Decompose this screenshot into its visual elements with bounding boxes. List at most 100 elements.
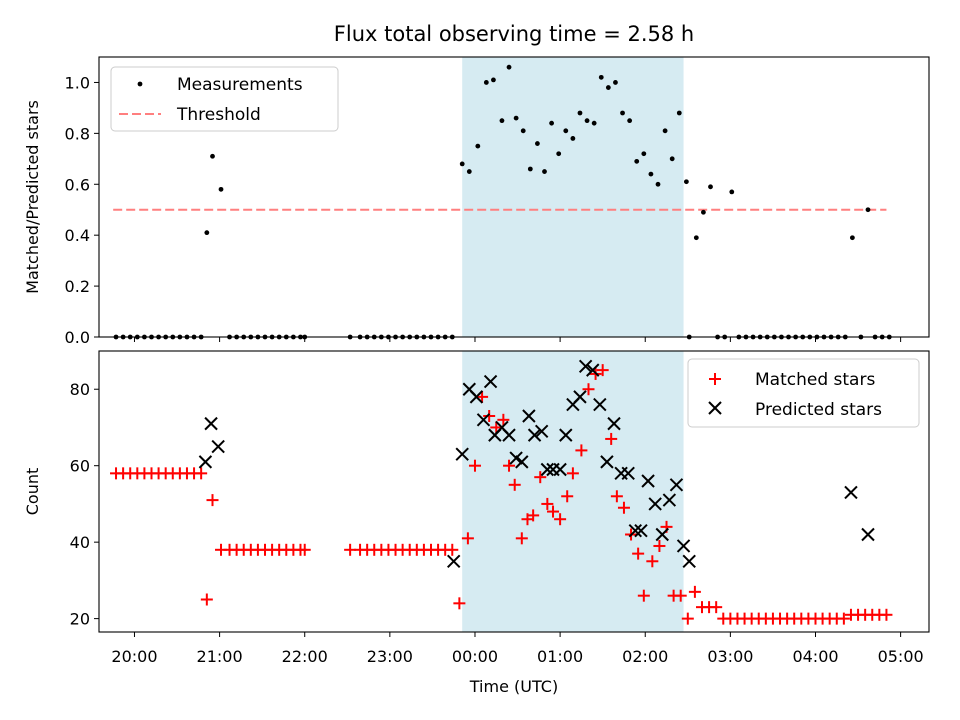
ratio-y-axis-label: Matched/Predicted stars: [23, 100, 42, 294]
predicted-star-point: [455, 447, 469, 461]
measurement-point: [535, 141, 540, 146]
predicted-star-point: [586, 363, 600, 377]
predicted-star-point: [559, 428, 573, 442]
measurement-point: [620, 110, 625, 116]
legend-measurement-marker: [137, 81, 143, 87]
matched-star-point: [534, 471, 547, 484]
measurement-point: [627, 118, 633, 124]
ratio-x-ticks: [133, 337, 902, 342]
predicted-star-point: [578, 359, 593, 373]
predicted-star-point: [502, 428, 516, 442]
y-tick-label: 20: [70, 610, 90, 629]
measurement-point: [865, 207, 871, 213]
matched-star-point: [468, 459, 481, 472]
predicted-star-point: [600, 455, 614, 469]
x-tick-label: 02:00: [622, 647, 668, 666]
measurement-point: [527, 166, 533, 172]
matched-star-point: [596, 364, 609, 377]
matched-star-point: [617, 501, 630, 514]
predicted-star-point: [476, 413, 491, 427]
count-y-axis-label: Count: [23, 468, 42, 516]
matched-star-point: [476, 390, 489, 403]
measurement-point: [669, 156, 675, 162]
predicted-star-point: [641, 474, 655, 488]
count-y-ticks: 20 40 60 80: [70, 380, 99, 629]
y-tick-label: 0.0: [65, 328, 90, 347]
predicted-star-point: [211, 439, 225, 454]
legend-measurements-label: Measurements: [177, 75, 303, 95]
predicted-star-point: [628, 523, 643, 538]
matched-star-point: [195, 467, 208, 480]
ratio-markers: [113, 64, 892, 340]
predicted-star-point: [509, 451, 523, 465]
matched-star-point: [561, 490, 574, 503]
x-tick-label: 04:00: [792, 647, 838, 666]
matched-star-point: [653, 539, 666, 552]
x-tick-label: 21:00: [197, 647, 243, 666]
measurement-point: [641, 151, 647, 157]
measurement-point: [556, 151, 562, 157]
measurement-point: [520, 128, 526, 134]
matched-star-point: [637, 589, 650, 602]
highlight-span: [462, 57, 684, 337]
measurement-point: [591, 120, 597, 126]
predicted-star-point: [662, 493, 677, 507]
predicted-star-point: [469, 390, 484, 404]
measurement-point: [210, 153, 215, 159]
measurement-point: [708, 184, 713, 190]
matched-star-point: [554, 513, 567, 526]
matched-star-point: [646, 555, 659, 568]
count-axes-frame: [98, 350, 930, 633]
predicted-star-point: [534, 424, 549, 438]
matched-star-point: [837, 612, 850, 625]
legend-predicted-label: Predicted stars: [755, 400, 882, 420]
measurement-point: [701, 209, 706, 215]
measurement-point: [466, 169, 472, 174]
measurement-point: [491, 77, 496, 83]
predicted-star-point: [607, 416, 621, 431]
matched-star-point: [710, 601, 723, 614]
matched-star-point: [503, 459, 516, 472]
predicted-star-point: [527, 428, 542, 442]
matched-star-point: [674, 589, 687, 602]
predicted-star-point: [573, 390, 587, 404]
measurement-point: [570, 136, 576, 141]
ratio-legend: Measurements Threshold: [110, 66, 339, 132]
predicted-star-point: [483, 374, 498, 389]
chart-title: Flux total observing time = 2.58 h: [334, 22, 694, 46]
measurement-point: [729, 189, 735, 195]
matched-star-point: [632, 547, 645, 560]
highlight-span: [462, 351, 684, 632]
measurement-point: [459, 161, 465, 167]
y-tick-label: 0.4: [65, 226, 90, 245]
matched-star-point: [688, 585, 701, 598]
predicted-star-point: [540, 462, 555, 477]
matched-star-point: [206, 494, 219, 507]
measurement-point: [598, 74, 604, 80]
ratio-axes-frame: [98, 56, 930, 338]
measurement-point: [849, 235, 855, 241]
count-x-ticks: 20:00 21:00 22:00 23:00 00:00 01:00 02:00 03:00…: [111, 632, 924, 666]
matched-star-point: [446, 543, 459, 556]
predicted-star-point: [515, 455, 529, 469]
predicted-star-point: [648, 497, 662, 511]
predicted-star-point: [522, 409, 536, 423]
predicted-star-point: [861, 527, 875, 542]
matched-star-point: [200, 593, 213, 606]
legend-matched-label: Matched stars: [755, 370, 875, 390]
measurement-point: [613, 80, 618, 85]
y-tick-label: 0.8: [65, 124, 90, 143]
predicted-star-point: [446, 554, 461, 568]
x-tick-label: 00:00: [452, 647, 498, 666]
matched-star-point: [566, 467, 579, 480]
matched-star-point: [880, 608, 893, 621]
measurement-point: [605, 85, 611, 90]
predicted-star-point: [669, 478, 684, 492]
predicted-star-point: [655, 527, 669, 542]
y-tick-label: 80: [70, 380, 90, 399]
legend-predicted-marker: [708, 401, 722, 415]
count-legend: Matched stars Predicted stars: [687, 358, 920, 428]
x-tick-label: 01:00: [537, 647, 583, 666]
matched-star-point: [508, 478, 521, 491]
